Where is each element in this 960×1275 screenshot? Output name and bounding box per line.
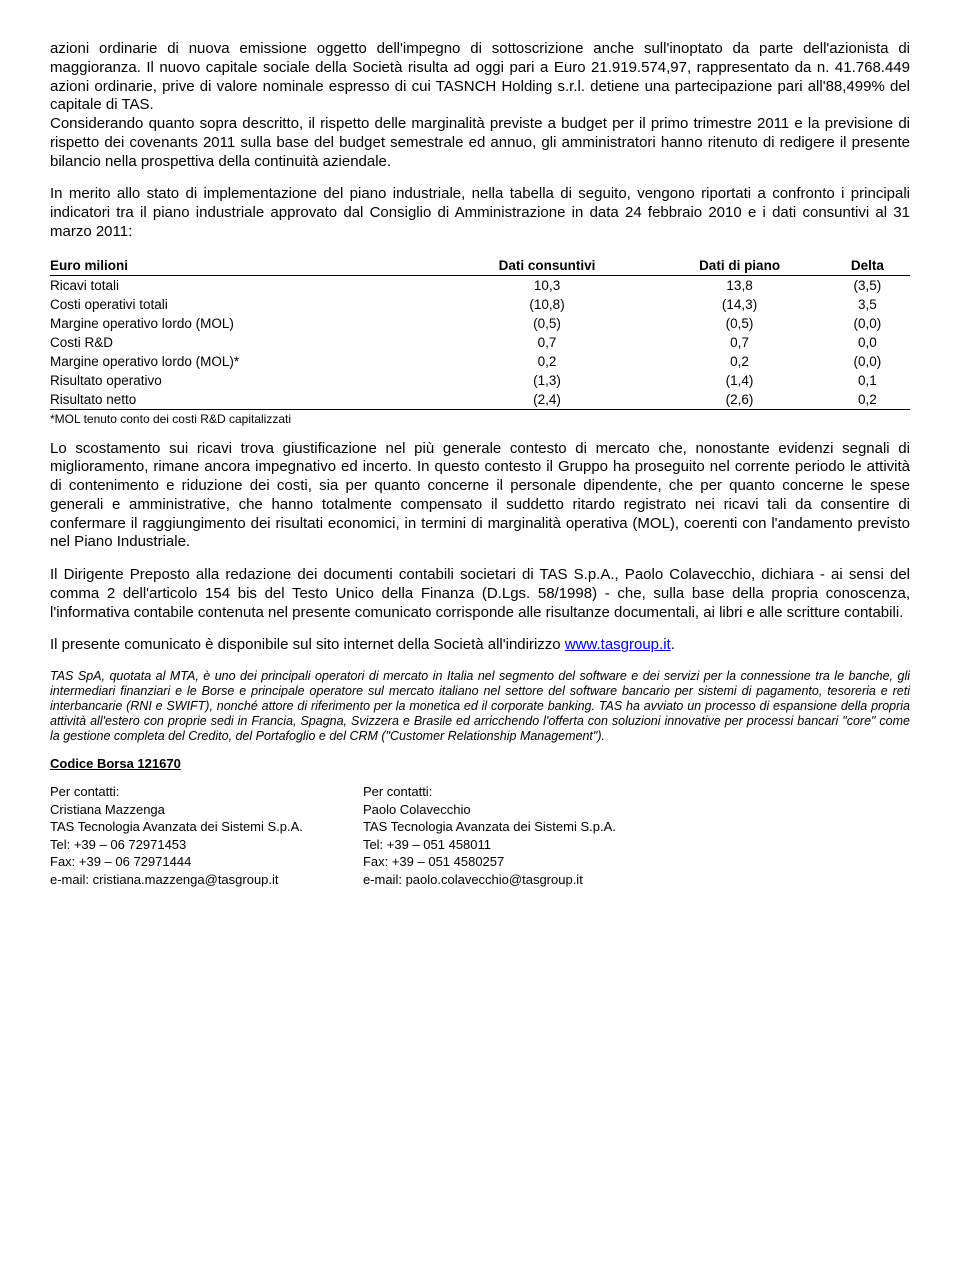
company-description: TAS SpA, quotata al MTA, è uno dei princ… — [50, 669, 910, 744]
paragraph-5: Il Dirigente Preposto alla redazione dei… — [50, 566, 910, 622]
contact-company: TAS Tecnologia Avanzata dei Sistemi S.p.… — [50, 818, 303, 836]
cell: (2,4) — [446, 390, 655, 410]
contact-tel: Tel: +39 – 051 458011 — [363, 836, 616, 854]
email-value: paolo.colavecchio@tasgroup.it — [406, 872, 583, 887]
cell: (0,0) — [831, 314, 910, 333]
paragraph-1: azioni ordinarie di nuova emissione ogge… — [50, 40, 910, 115]
row-label: Costi R&D — [50, 333, 446, 352]
table-header-row: Euro milioni Dati consuntivi Dati di pia… — [50, 256, 910, 276]
cell: 13,8 — [654, 275, 831, 295]
table-row: Costi R&D 0,7 0,7 0,0 — [50, 333, 910, 352]
row-label: Risultato operativo — [50, 371, 446, 390]
paragraph-6: Il presente comunicato è disponibile sul… — [50, 636, 910, 655]
cell: 0,0 — [831, 333, 910, 352]
para6-text: Il presente comunicato è disponibile sul… — [50, 636, 565, 653]
table-row: Risultato operativo (1,3) (1,4) 0,1 — [50, 371, 910, 390]
email-label: e-mail: — [50, 872, 93, 887]
table-footnote: *MOL tenuto conto dei costi R&D capitali… — [50, 412, 910, 426]
contact-email: e-mail: paolo.colavecchio@tasgroup.it — [363, 871, 616, 889]
col-header: Dati di piano — [654, 256, 831, 276]
contact-right: Per contatti: Paolo Colavecchio TAS Tecn… — [363, 783, 616, 888]
cell: 0,1 — [831, 371, 910, 390]
cell: 0,7 — [446, 333, 655, 352]
cell: (0,0) — [831, 352, 910, 371]
row-label: Ricavi totali — [50, 275, 446, 295]
cell: 3,5 — [831, 295, 910, 314]
cell: (0,5) — [446, 314, 655, 333]
cell: (2,6) — [654, 390, 831, 410]
paragraph-2: Considerando quanto sopra descritto, il … — [50, 115, 910, 171]
paragraph-3: In merito allo stato di implementazione … — [50, 185, 910, 241]
email-label: e-mail: — [363, 872, 406, 887]
col-header: Euro milioni — [50, 256, 446, 276]
contact-left: Per contatti: Cristiana Mazzenga TAS Tec… — [50, 783, 303, 888]
cell: (1,4) — [654, 371, 831, 390]
cell: (1,3) — [446, 371, 655, 390]
cell: 0,7 — [654, 333, 831, 352]
cell: 0,2 — [654, 352, 831, 371]
table-row: Margine operativo lordo (MOL)* 0,2 0,2 (… — [50, 352, 910, 371]
contact-tel: Tel: +39 – 06 72971453 — [50, 836, 303, 854]
cell: 0,2 — [831, 390, 910, 410]
cell: 10,3 — [446, 275, 655, 295]
row-label: Margine operativo lordo (MOL) — [50, 314, 446, 333]
contacts-block: Per contatti: Cristiana Mazzenga TAS Tec… — [50, 783, 910, 888]
contact-fax: Fax: +39 – 051 4580257 — [363, 853, 616, 871]
cell: 0,2 — [446, 352, 655, 371]
contact-fax: Fax: +39 – 06 72971444 — [50, 853, 303, 871]
row-label: Margine operativo lordo (MOL)* — [50, 352, 446, 371]
row-label: Risultato netto — [50, 390, 446, 410]
cell: (0,5) — [654, 314, 831, 333]
col-header: Delta — [831, 256, 910, 276]
contact-line: Per contatti: — [50, 783, 303, 801]
indicators-table: Euro milioni Dati consuntivi Dati di pia… — [50, 256, 910, 410]
table-row: Ricavi totali 10,3 13,8 (3,5) — [50, 275, 910, 295]
contact-name: Cristiana Mazzenga — [50, 801, 303, 819]
row-label: Costi operativi totali — [50, 295, 446, 314]
website-link[interactable]: www.tasgroup.it — [565, 636, 671, 653]
contact-line: Per contatti: — [363, 783, 616, 801]
table-row: Margine operativo lordo (MOL) (0,5) (0,5… — [50, 314, 910, 333]
contact-email: e-mail: cristiana.mazzenga@tasgroup.it — [50, 871, 303, 889]
table-row: Costi operativi totali (10,8) (14,3) 3,5 — [50, 295, 910, 314]
contact-company: TAS Tecnologia Avanzata dei Sistemi S.p.… — [363, 818, 616, 836]
codice-borsa: Codice Borsa 121670 — [50, 756, 910, 771]
cell: (10,8) — [446, 295, 655, 314]
col-header: Dati consuntivi — [446, 256, 655, 276]
email-value: cristiana.mazzenga@tasgroup.it — [93, 872, 279, 887]
table-row: Risultato netto (2,4) (2,6) 0,2 — [50, 390, 910, 410]
cell: (3,5) — [831, 275, 910, 295]
contact-name: Paolo Colavecchio — [363, 801, 616, 819]
paragraph-4: Lo scostamento sui ricavi trova giustifi… — [50, 440, 910, 553]
cell: (14,3) — [654, 295, 831, 314]
para6-suffix: . — [671, 636, 675, 653]
